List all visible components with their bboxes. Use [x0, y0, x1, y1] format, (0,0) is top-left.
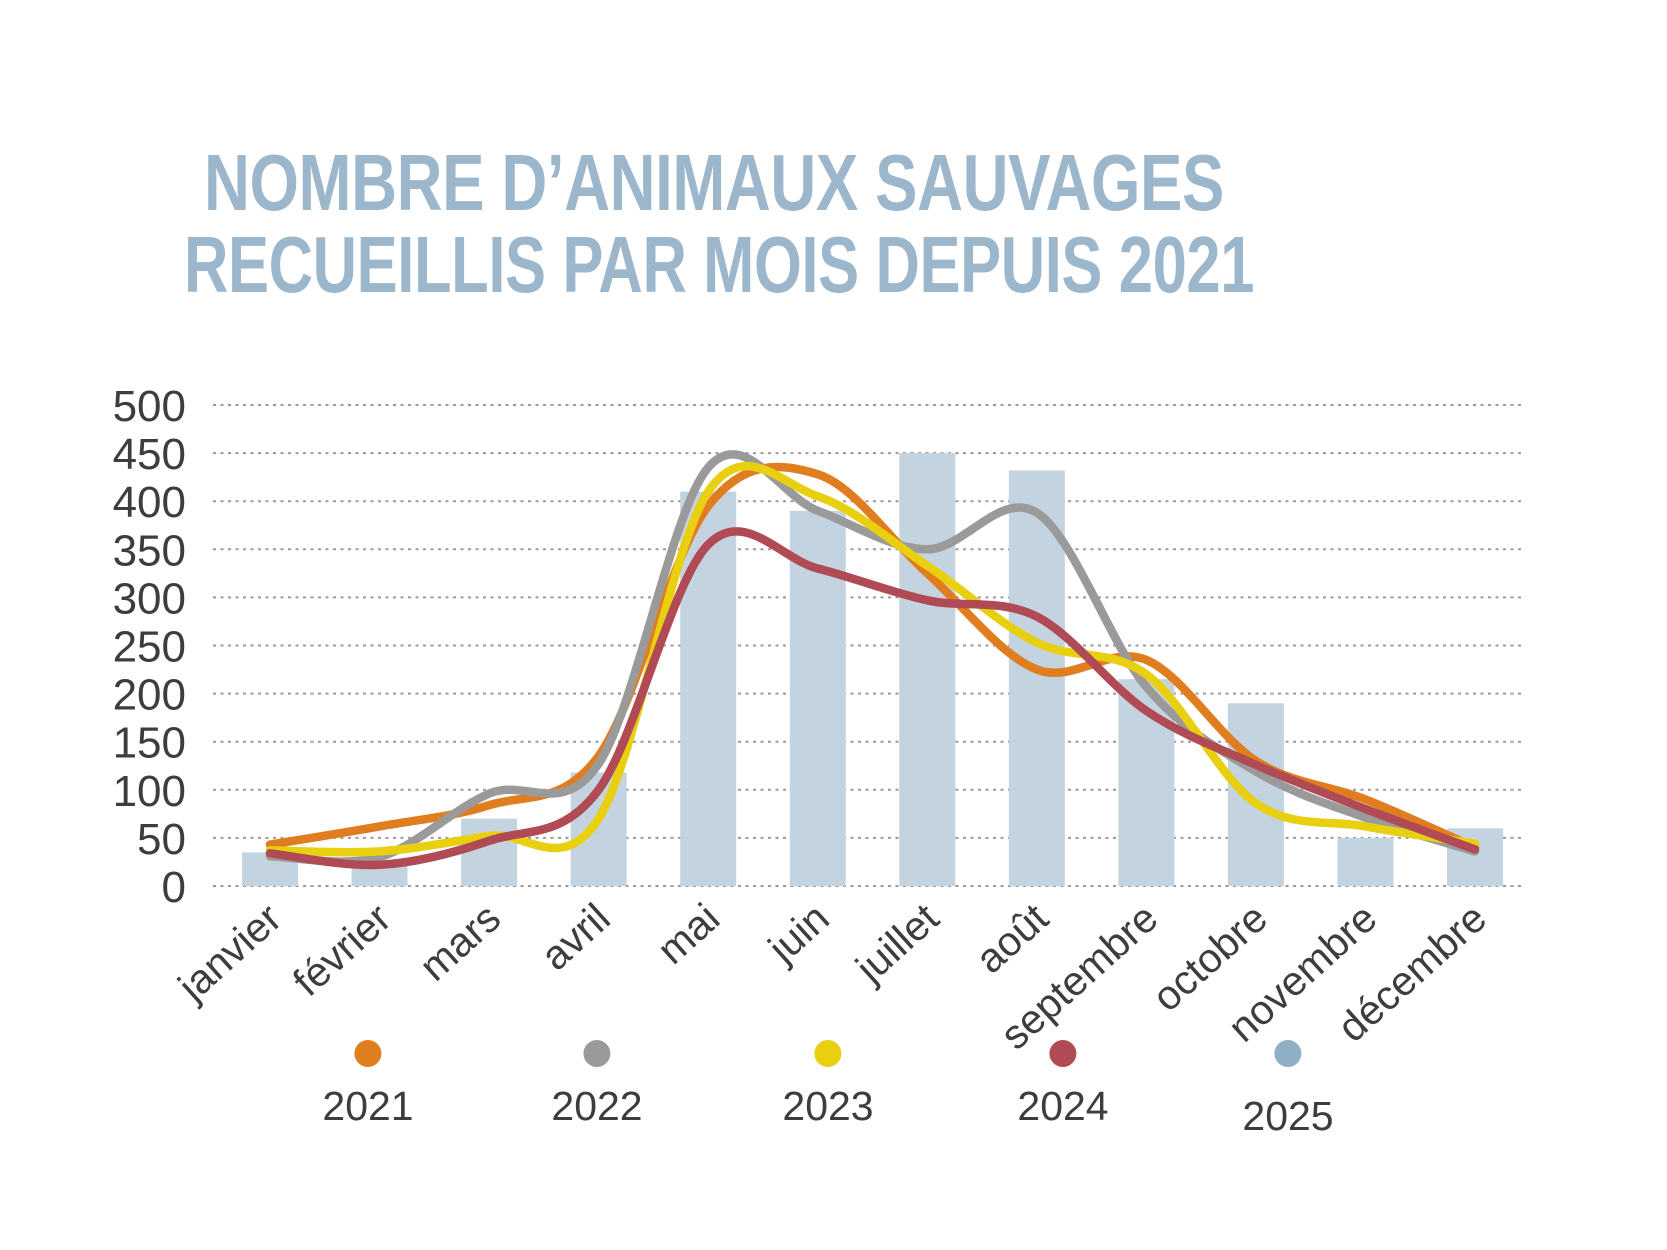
y-tick-label-500: 500 — [113, 382, 186, 431]
line-series-2024 — [265, 527, 1480, 870]
x-tick-label-février: février — [284, 895, 399, 1005]
y-tick-label-300: 300 — [113, 574, 186, 623]
bar-mars-2025 — [461, 818, 518, 886]
bar-octobre-2025 — [1227, 703, 1284, 886]
x-tick-label-janvier: janvier — [169, 895, 290, 1011]
y-tick-label-50: 50 — [137, 815, 186, 864]
x-tick-label-mai: mai — [648, 895, 728, 973]
line-series-group — [265, 450, 1480, 870]
x-tick-label-août: août — [967, 894, 1058, 982]
y-tick-label-400: 400 — [113, 478, 186, 527]
bar-août-2025 — [1008, 470, 1065, 886]
y-tick-label-250: 250 — [113, 623, 186, 672]
y-tick-label-100: 100 — [113, 767, 186, 816]
line-series-2023 — [265, 462, 1480, 857]
x-tick-label-juillet: juillet — [846, 894, 947, 992]
y-tick-label-150: 150 — [113, 719, 186, 768]
page-title-line-1: NOMBRE D’ANIMAUX SAUVAGES — [204, 138, 1224, 227]
y-tick-label-200: 200 — [113, 671, 186, 720]
line-series-2022 — [265, 450, 1480, 866]
x-tick-label-juin: juin — [759, 895, 838, 973]
x-tick-label-avril: avril — [532, 895, 619, 979]
gridlines — [213, 404, 1523, 887]
y-tick-label-350: 350 — [113, 526, 186, 575]
bar-mai-2025 — [680, 491, 737, 886]
page-title-line-2: RECUEILLIS PAR MOIS DEPUIS 2021 — [184, 220, 1254, 309]
y-tick-label-450: 450 — [113, 430, 186, 479]
x-tick-label-mars: mars — [411, 895, 509, 990]
bar-novembre-2025 — [1337, 837, 1394, 886]
y-tick-label-0: 0 — [162, 863, 186, 912]
bar-juillet-2025 — [899, 453, 956, 886]
